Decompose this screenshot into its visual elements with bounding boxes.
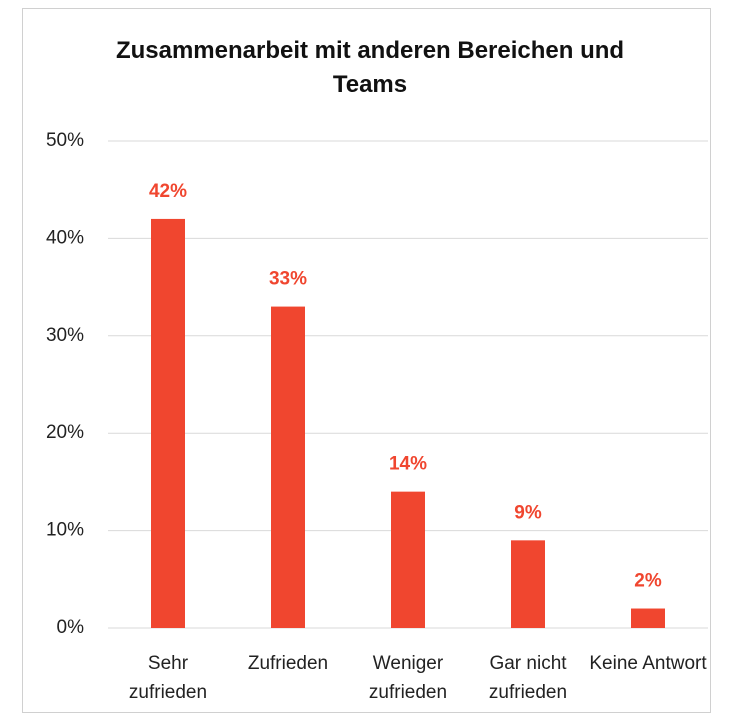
- bar: [391, 491, 425, 628]
- data-label: 14%: [389, 454, 427, 475]
- x-tick-label: Sehr zufrieden: [128, 653, 208, 703]
- bar: [631, 608, 665, 628]
- y-tick-label: 10%: [46, 520, 84, 541]
- data-label: 9%: [514, 502, 542, 523]
- x-tick-label: Weniger zufrieden: [368, 653, 448, 703]
- chart-border: [22, 8, 711, 713]
- x-tick-label: Keine Antwort: [589, 653, 707, 674]
- x-tick-label: Gar nicht zufrieden: [488, 653, 568, 703]
- y-tick-label: 50%: [46, 130, 84, 151]
- y-tick-label: 0%: [57, 617, 85, 638]
- data-label: 2%: [634, 571, 662, 592]
- chart-title: Zusammenarbeit mit anderen Bereichen und…: [115, 37, 625, 98]
- bar: [271, 306, 305, 628]
- data-label: 33%: [269, 269, 307, 290]
- bar: [151, 218, 185, 629]
- x-tick-label: Zufrieden: [247, 653, 329, 674]
- bar: [511, 540, 545, 628]
- y-tick-label: 20%: [46, 422, 84, 443]
- y-tick-label: 40%: [46, 227, 84, 248]
- data-label: 42%: [149, 181, 187, 202]
- y-tick-label: 30%: [46, 325, 84, 346]
